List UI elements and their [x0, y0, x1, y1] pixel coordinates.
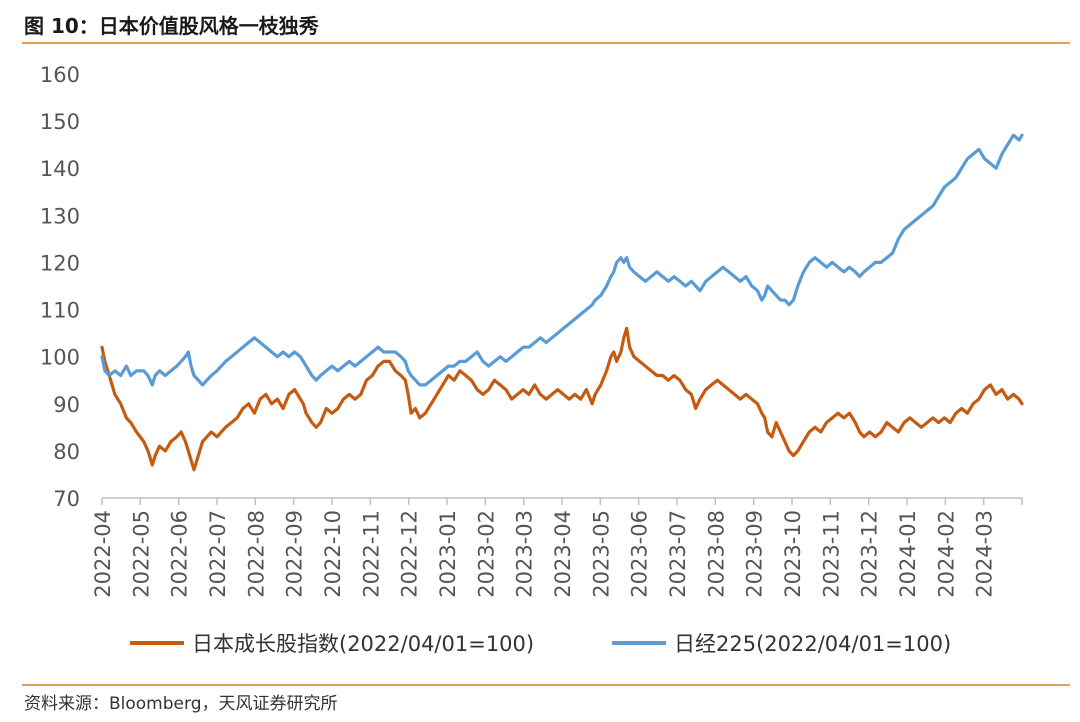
x-tick-label: 2023-03 [513, 510, 537, 598]
source-note: 资料来源：Bloomberg，天风证券研究所 [24, 694, 338, 714]
x-tick-label: 2022-08 [244, 510, 268, 598]
x-tick-label: 2023-02 [474, 510, 498, 598]
x-tick-label: 2024-02 [934, 510, 958, 598]
x-tick-label: 2023-12 [858, 510, 882, 598]
x-tick-label: 2022-05 [129, 510, 153, 598]
x-tick-label: 2023-10 [781, 510, 805, 598]
series-line-growth [100, 326, 1024, 472]
legend-label-growth: 日本成长股指数(2022/04/01=100) [192, 632, 534, 656]
chart: 70 80 90 100 110 120 130 140 150 160 2022-04 2022-0… [40, 63, 1024, 656]
title-divider [22, 42, 1070, 44]
y-tick-label: 150 [40, 110, 80, 134]
y-tick-label: 90 [53, 393, 80, 417]
plot-area: 70 80 90 100 110 120 130 140 150 160 2022-04 2022-0… [40, 63, 1024, 598]
x-tick-label: 2023-11 [819, 510, 843, 598]
y-tick-label: 160 [40, 63, 80, 87]
y-tick-label: 70 [53, 487, 80, 511]
x-tick-label: 2023-01 [436, 510, 460, 598]
y-tick-label: 140 [40, 157, 80, 181]
x-tick-label: 2023-08 [704, 510, 728, 598]
x-tick-label: 2023-04 [551, 510, 575, 598]
y-tick-label: 110 [40, 299, 80, 323]
chart-title: 图 10：日本价值股风格一枝独秀 [24, 14, 319, 38]
y-tick-label: 100 [40, 346, 80, 370]
x-tick-label: 2023-06 [628, 510, 652, 598]
x-tick-label: 2023-07 [666, 510, 690, 598]
legend-label-nikkei: 日经225(2022/04/01=100) [674, 632, 951, 656]
x-tick-label: 2022-11 [359, 510, 383, 598]
x-tick-label: 2024-01 [896, 510, 920, 598]
y-tick-label: 80 [53, 440, 80, 464]
x-tick-label: 2022-04 [91, 510, 115, 598]
x-tick-label: 2022-12 [398, 510, 422, 598]
y-tick-label: 120 [40, 251, 80, 275]
x-tick-label: 2022-10 [321, 510, 345, 598]
x-tick-label: 2023-09 [743, 510, 767, 598]
x-tick-label: 2022-07 [206, 510, 230, 598]
x-tick-label: 2023-05 [589, 510, 613, 598]
footer-divider [22, 684, 1070, 686]
x-tick-label: 2022-06 [168, 510, 192, 598]
y-tick-label: 130 [40, 204, 80, 228]
x-tick-label: 2022-09 [283, 510, 307, 598]
series-line-nikkei [100, 133, 1024, 387]
legend: 日本成长股指数(2022/04/01=100) 日经225(2022/04/01… [130, 632, 951, 656]
x-tick-label: 2024-03 [973, 510, 997, 598]
